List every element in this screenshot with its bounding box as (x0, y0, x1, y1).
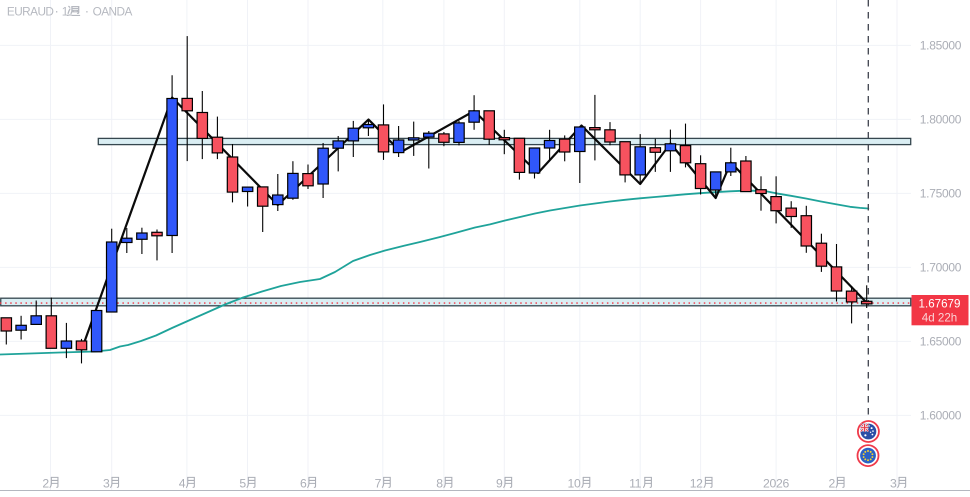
svg-text:·: · (85, 3, 89, 18)
svg-text:1.85000: 1.85000 (920, 39, 962, 53)
svg-text:1.80000: 1.80000 (920, 113, 962, 127)
svg-text:2: 2 (828, 476, 835, 490)
svg-text:1.60000: 1.60000 (920, 409, 962, 423)
svg-text:1.70000: 1.70000 (920, 261, 962, 275)
svg-text:10: 10 (568, 476, 581, 490)
svg-text:2026: 2026 (763, 476, 789, 490)
svg-text:4: 4 (179, 476, 186, 490)
svg-text:9: 9 (496, 476, 503, 490)
svg-text:5: 5 (239, 476, 246, 490)
svg-text:3: 3 (103, 476, 110, 490)
svg-text:6: 6 (300, 476, 307, 490)
svg-text:1: 1 (62, 4, 69, 18)
svg-text:·: · (55, 3, 59, 18)
svg-text:1.75000: 1.75000 (920, 187, 962, 201)
svg-text:1.65000: 1.65000 (920, 335, 962, 349)
svg-text:4d 22h: 4d 22h (922, 312, 957, 325)
svg-text:11: 11 (629, 476, 642, 490)
svg-text:2: 2 (42, 476, 49, 490)
svg-text:7: 7 (375, 476, 382, 490)
svg-text:3: 3 (890, 476, 897, 490)
svg-text:12: 12 (690, 476, 703, 490)
svg-text:1.67679: 1.67679 (919, 298, 961, 311)
svg-text:8: 8 (436, 476, 443, 490)
svg-text:OANDA: OANDA (93, 4, 133, 18)
svg-text:EURAUD: EURAUD (7, 4, 54, 18)
